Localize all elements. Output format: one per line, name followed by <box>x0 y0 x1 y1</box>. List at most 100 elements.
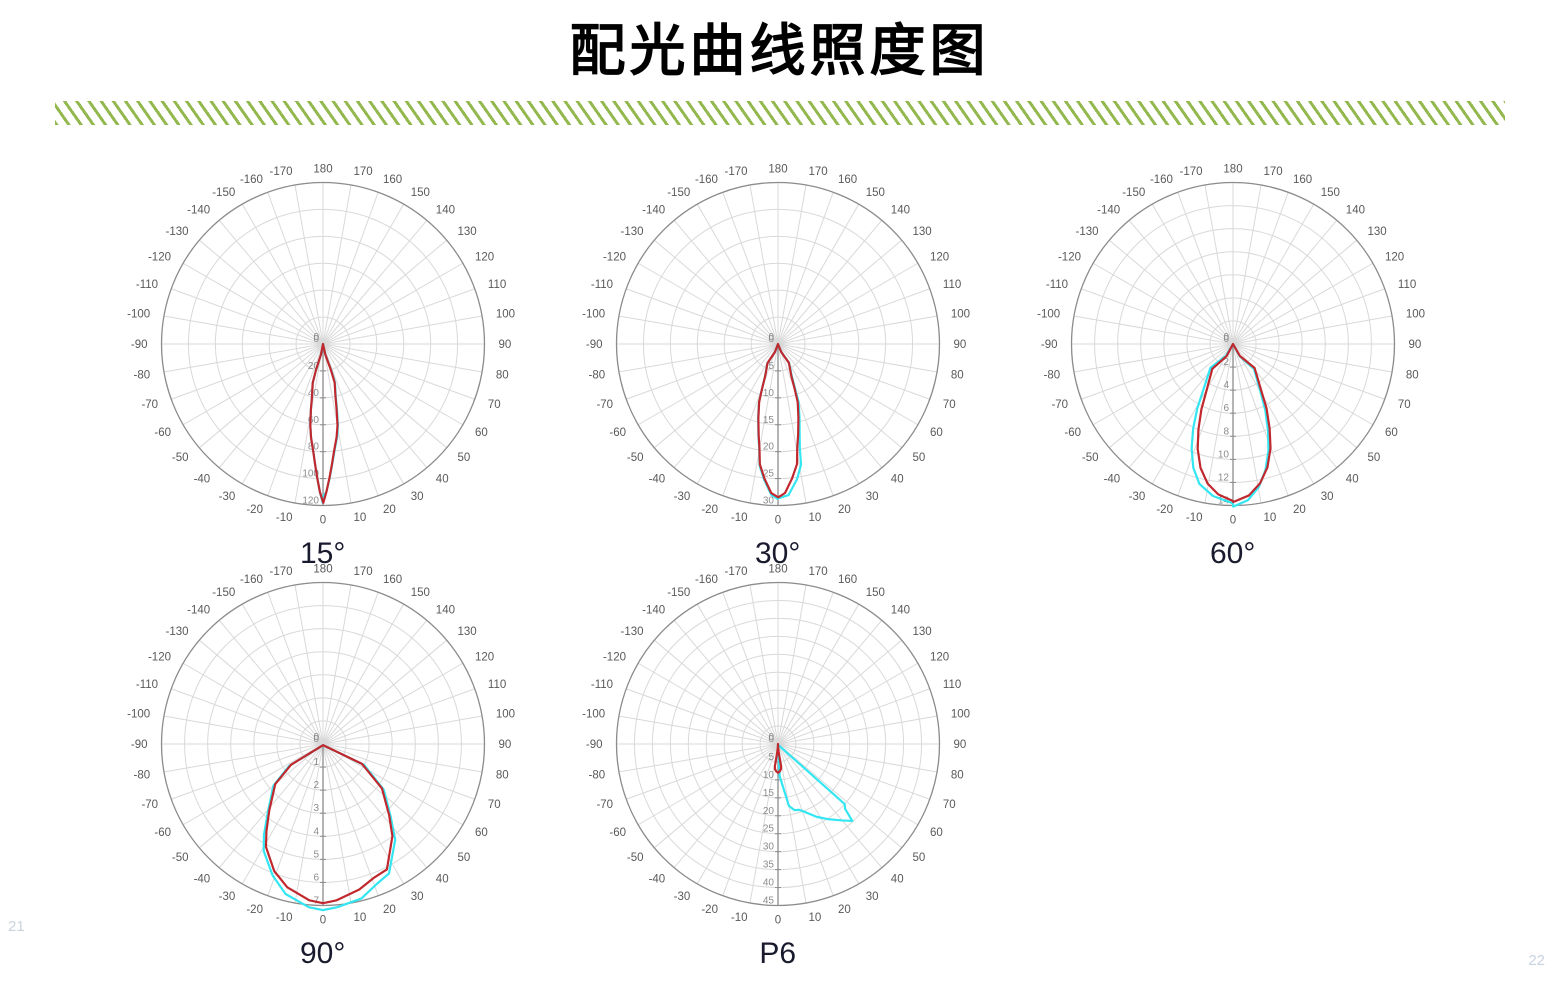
svg-text:10: 10 <box>763 387 775 398</box>
svg-text:5: 5 <box>313 849 319 860</box>
svg-text:60: 60 <box>475 826 488 838</box>
svg-text:10: 10 <box>353 511 366 523</box>
svg-text:10: 10 <box>808 511 821 523</box>
svg-text:40: 40 <box>1345 473 1358 485</box>
svg-text:-120: -120 <box>148 251 171 263</box>
svg-text:70: 70 <box>1398 399 1411 411</box>
svg-text:-50: -50 <box>627 451 644 463</box>
svg-text:150: 150 <box>1320 187 1339 199</box>
svg-text:-170: -170 <box>724 166 747 178</box>
svg-text:-140: -140 <box>187 604 210 616</box>
svg-text:-100: -100 <box>127 708 150 720</box>
svg-text:0: 0 <box>313 332 319 343</box>
svg-text:-30: -30 <box>673 490 690 502</box>
svg-text:20: 20 <box>383 503 396 515</box>
svg-text:-130: -130 <box>620 626 643 638</box>
svg-text:20: 20 <box>383 903 396 915</box>
svg-text:80: 80 <box>496 769 509 781</box>
svg-text:-160: -160 <box>695 174 718 186</box>
svg-text:-120: -120 <box>148 651 171 663</box>
svg-text:6: 6 <box>313 872 319 883</box>
svg-text:-50: -50 <box>172 451 189 463</box>
svg-text:-110: -110 <box>591 278 613 290</box>
svg-text:0: 0 <box>774 914 780 926</box>
svg-text:40: 40 <box>890 473 903 485</box>
svg-text:-80: -80 <box>133 369 150 381</box>
svg-text:140: 140 <box>890 604 909 616</box>
svg-text:50: 50 <box>912 851 925 863</box>
svg-text:70: 70 <box>943 399 956 411</box>
svg-text:-70: -70 <box>596 799 613 811</box>
svg-text:1: 1 <box>313 757 319 768</box>
svg-text:-100: -100 <box>582 308 605 320</box>
svg-text:80: 80 <box>951 769 964 781</box>
svg-text:-70: -70 <box>141 399 158 411</box>
svg-text:60: 60 <box>1385 426 1398 438</box>
svg-text:90: 90 <box>953 339 966 351</box>
svg-text:50: 50 <box>1367 451 1380 463</box>
svg-text:100: 100 <box>951 308 970 320</box>
svg-text:90: 90 <box>498 739 511 751</box>
svg-text:20: 20 <box>763 805 775 816</box>
svg-text:-160: -160 <box>240 574 263 586</box>
svg-text:-20: -20 <box>246 503 263 515</box>
svg-text:-80: -80 <box>133 769 150 781</box>
svg-text:-110: -110 <box>591 678 613 690</box>
svg-text:110: 110 <box>943 678 961 690</box>
svg-text:100: 100 <box>951 708 970 720</box>
svg-text:-60: -60 <box>609 826 626 838</box>
svg-text:-170: -170 <box>724 566 747 578</box>
svg-text:8: 8 <box>1223 426 1229 437</box>
svg-text:5: 5 <box>768 360 774 371</box>
svg-text:120: 120 <box>475 251 494 263</box>
svg-text:-140: -140 <box>642 204 665 216</box>
svg-text:40: 40 <box>308 387 320 398</box>
svg-text:-150: -150 <box>667 587 690 599</box>
svg-text:-130: -130 <box>620 226 643 238</box>
svg-text:-150: -150 <box>212 587 235 599</box>
svg-text:-160: -160 <box>695 574 718 586</box>
svg-text:15: 15 <box>763 414 775 425</box>
svg-text:80: 80 <box>1406 369 1419 381</box>
svg-text:60: 60 <box>475 426 488 438</box>
svg-text:140: 140 <box>890 204 909 216</box>
svg-text:5: 5 <box>768 751 774 762</box>
svg-text:70: 70 <box>943 799 956 811</box>
svg-text:-30: -30 <box>1128 490 1145 502</box>
svg-text:80: 80 <box>496 369 509 381</box>
svg-text:150: 150 <box>410 187 429 199</box>
svg-text:100: 100 <box>1406 308 1425 320</box>
svg-text:140: 140 <box>435 604 454 616</box>
svg-text:4: 4 <box>1223 380 1229 391</box>
svg-text:-120: -120 <box>603 251 626 263</box>
svg-text:160: 160 <box>838 174 857 186</box>
svg-text:15: 15 <box>763 787 775 798</box>
svg-text:-40: -40 <box>648 873 665 885</box>
svg-text:30: 30 <box>763 495 775 506</box>
svg-text:-90: -90 <box>131 739 148 751</box>
svg-text:110: 110 <box>488 678 506 690</box>
svg-text:60: 60 <box>930 426 943 438</box>
svg-text:120: 120 <box>930 251 949 263</box>
svg-text:6: 6 <box>1223 403 1229 414</box>
svg-text:110: 110 <box>488 278 506 290</box>
svg-text:40: 40 <box>435 473 448 485</box>
svg-text:-30: -30 <box>218 490 235 502</box>
svg-text:-110: -110 <box>1046 278 1068 290</box>
svg-text:-30: -30 <box>218 890 235 902</box>
svg-text:-150: -150 <box>212 187 235 199</box>
svg-text:120: 120 <box>930 651 949 663</box>
svg-text:-80: -80 <box>588 369 605 381</box>
svg-text:150: 150 <box>865 587 884 599</box>
svg-text:10: 10 <box>808 911 821 923</box>
svg-text:30: 30 <box>410 490 423 502</box>
svg-text:170: 170 <box>808 566 827 578</box>
svg-text:120: 120 <box>1385 251 1404 263</box>
svg-text:0: 0 <box>1229 514 1235 526</box>
svg-text:-20: -20 <box>1156 503 1173 515</box>
svg-text:30: 30 <box>763 841 775 852</box>
svg-text:40: 40 <box>890 873 903 885</box>
svg-text:25: 25 <box>763 823 775 834</box>
svg-text:-100: -100 <box>582 708 605 720</box>
svg-text:-40: -40 <box>193 473 210 485</box>
